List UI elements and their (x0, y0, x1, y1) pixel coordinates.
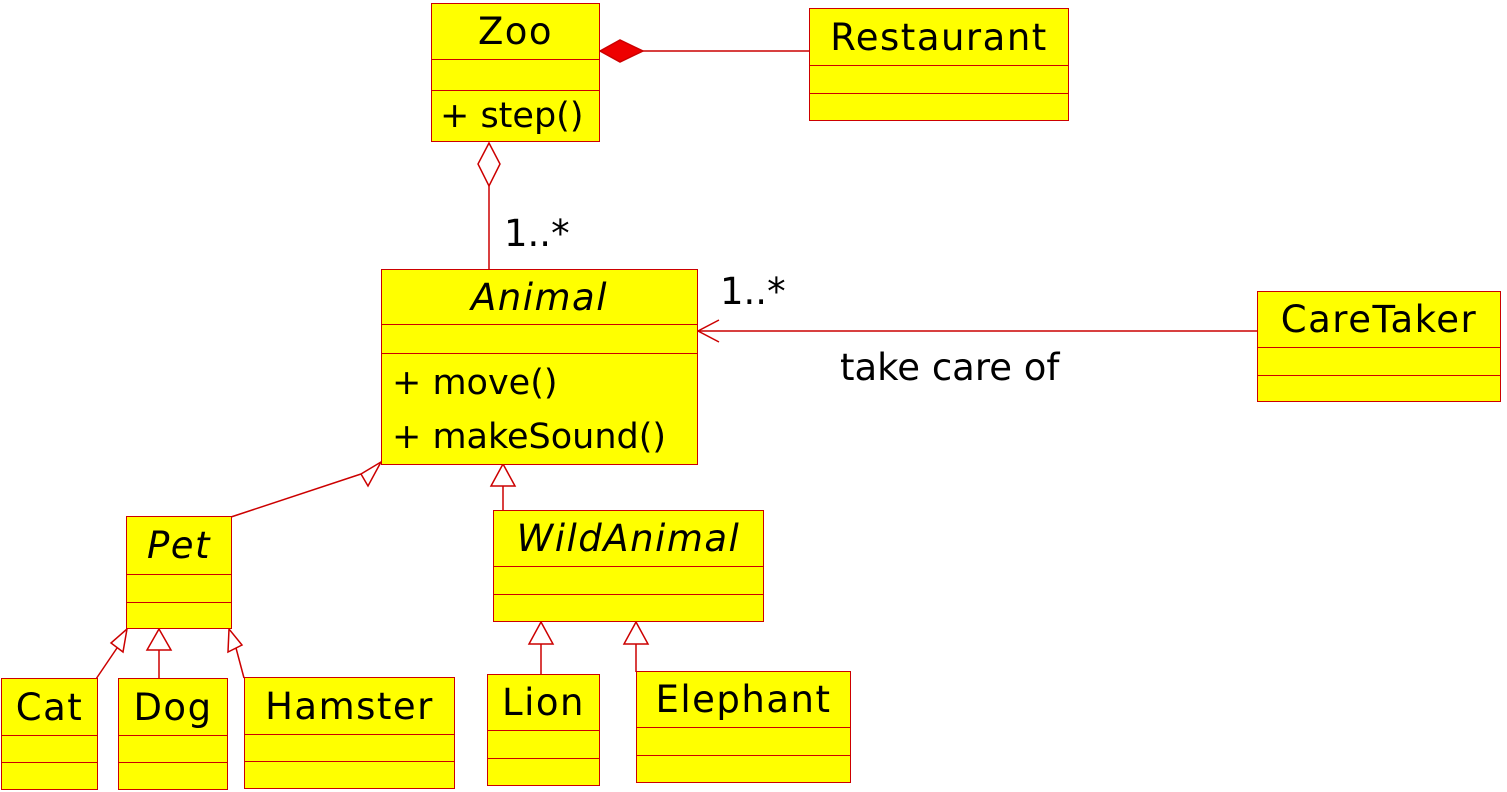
attributes-compartment (2, 736, 97, 763)
generalization-line-cat-pet (95, 647, 118, 680)
attributes-compartment (245, 735, 454, 762)
attributes-compartment (1258, 348, 1500, 376)
attributes-compartment (637, 728, 850, 756)
generalization-line-pet-animal (230, 473, 362, 518)
class-name: Elephant (637, 672, 850, 728)
class-name: Hamster (245, 678, 454, 735)
association-label-take-care-of: take care of (840, 346, 1060, 389)
generalization-triangle-pet (359, 459, 383, 488)
class-name: CareTaker (1258, 292, 1500, 348)
generalization-triangle-hamster (227, 626, 244, 654)
operations-compartment (810, 94, 1068, 120)
attributes-compartment (432, 60, 599, 91)
association-arrowhead (696, 319, 720, 343)
multiplicity-caretaker-animal: 1..* (720, 270, 786, 313)
attributes-compartment (810, 66, 1068, 94)
generalization-triangle-cat (109, 627, 129, 654)
operations-compartment (245, 762, 454, 788)
operations-compartment: + step() (432, 91, 599, 141)
generalization-triangle-dog (145, 627, 173, 651)
operations-compartment (2, 763, 97, 789)
generalization-triangle-lion (527, 620, 555, 645)
operation: + makeSound() (392, 417, 667, 457)
operations-compartment (1258, 376, 1500, 401)
class-name: Pet (127, 517, 231, 575)
class-restaurant: Restaurant (809, 8, 1069, 121)
class-animal: Animal + move() + makeSound() (381, 269, 698, 465)
operations-compartment (494, 595, 763, 621)
class-zoo: Zoo + step() (431, 3, 600, 142)
class-name: WildAnimal (494, 511, 763, 567)
operation: + move() (392, 363, 558, 403)
class-name: Lion (488, 675, 599, 731)
class-name: Dog (119, 679, 227, 736)
class-hamster: Hamster (244, 677, 455, 789)
class-elephant: Elephant (636, 671, 851, 783)
class-pet: Pet (126, 516, 232, 629)
multiplicity-zoo-animal: 1..* (504, 212, 570, 255)
operations-compartment (637, 756, 850, 782)
class-lion: Lion (487, 674, 600, 786)
class-cat: Cat (1, 678, 98, 790)
class-name: Cat (2, 679, 97, 736)
operations-compartment (488, 759, 599, 785)
class-name: Restaurant (810, 9, 1068, 66)
class-wildanimal: WildAnimal (493, 510, 764, 622)
composition-diamond (598, 39, 645, 63)
attributes-compartment (488, 731, 599, 759)
operations-compartment: + move() + makeSound() (382, 354, 697, 464)
attributes-compartment (127, 575, 231, 603)
generalization-line-hamster-pet (235, 647, 245, 679)
aggregation-diamond (477, 141, 501, 188)
generalization-triangle-elephant (622, 620, 650, 645)
attributes-compartment (494, 567, 763, 595)
generalization-triangle-wildanimal (489, 462, 517, 487)
attributes-compartment (119, 736, 227, 763)
operations-compartment (119, 763, 227, 789)
operations-compartment (127, 603, 231, 628)
class-name: Animal (382, 270, 697, 326)
attributes-compartment (382, 325, 697, 354)
class-dog: Dog (118, 678, 228, 790)
class-caretaker: CareTaker (1257, 291, 1501, 402)
class-name: Zoo (432, 4, 599, 60)
operation: + step() (440, 96, 584, 136)
